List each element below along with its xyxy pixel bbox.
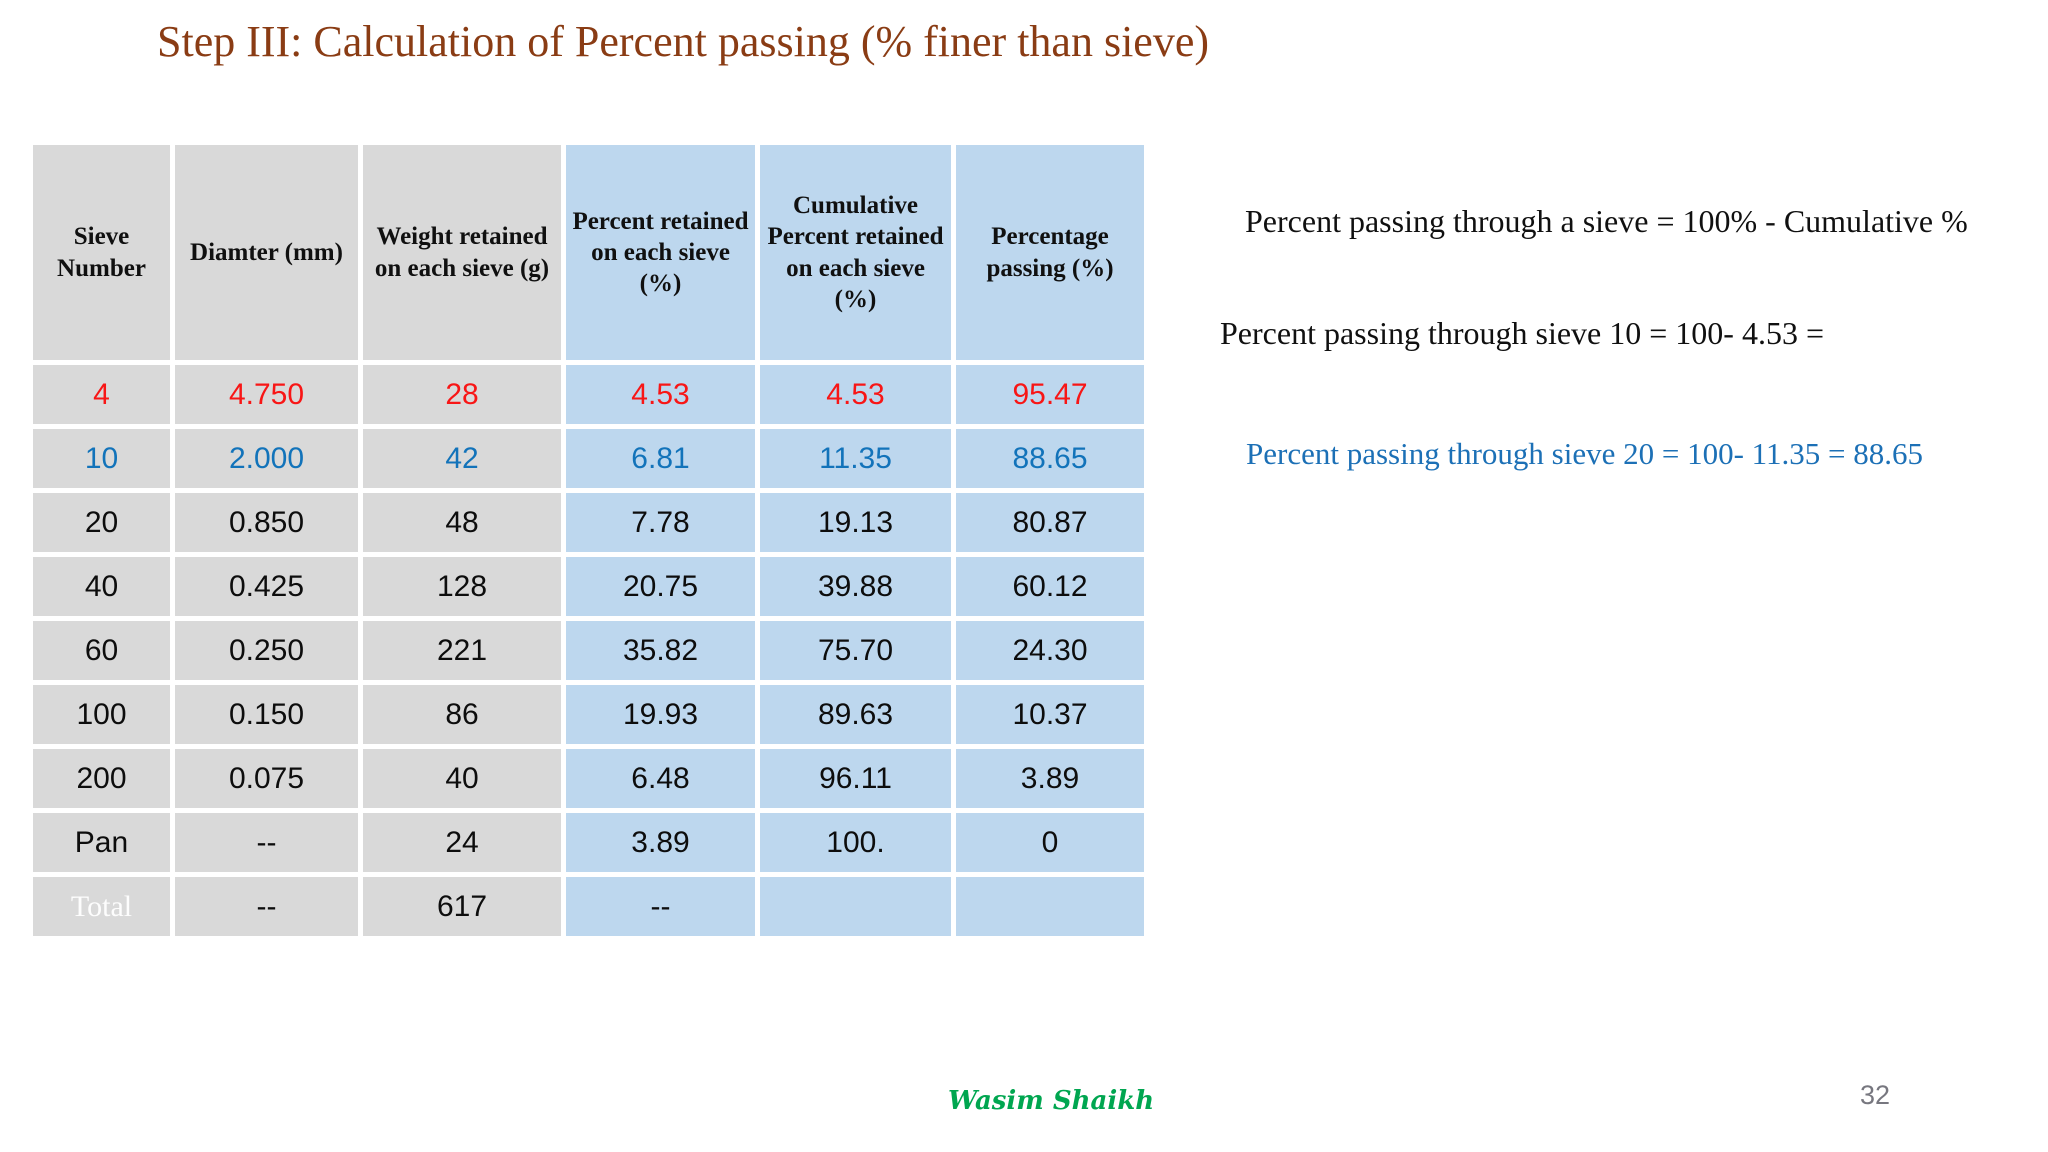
table-cell: 19.93: [566, 685, 755, 744]
table-row: Pan -- 24 3.89 100. 0: [33, 813, 1144, 872]
table-cell: 6.48: [566, 749, 755, 808]
table-cell: 617: [363, 877, 561, 936]
table-cell: 6.81: [566, 429, 755, 488]
table-cell: 48: [363, 493, 561, 552]
column-header: Sieve Number: [33, 145, 170, 360]
table-cell: 221: [363, 621, 561, 680]
column-header: Percent retained on each sieve (%): [566, 145, 755, 360]
table-cell: 3.89: [956, 749, 1144, 808]
table-cell: --: [175, 877, 358, 936]
table-header: Sieve Number Diamter (mm) Weight retained …: [33, 145, 1144, 360]
header-row: Sieve Number Diamter (mm) Weight retained …: [33, 145, 1144, 360]
table-cell: Total: [33, 877, 170, 936]
table-cell: 100.: [760, 813, 951, 872]
table-row: 100 0.150 86 19.93 89.63 10.37: [33, 685, 1144, 744]
author-signature: Wasim Shaikh: [948, 1086, 1155, 1116]
table-cell: 10.37: [956, 685, 1144, 744]
table-cell: 0.425: [175, 557, 358, 616]
table-cell: [760, 877, 951, 936]
table-cell: --: [175, 813, 358, 872]
column-header: Diamter (mm): [175, 145, 358, 360]
table-cell: 28: [363, 365, 561, 424]
table-cell: 4.53: [760, 365, 951, 424]
note-sieve-10-example: Percent passing through sieve 10 = 100- …: [1220, 315, 1824, 351]
table-cell: 42: [363, 429, 561, 488]
column-header: Cumulative Percent retained on each siev…: [760, 145, 951, 360]
table-cell: 7.78: [566, 493, 755, 552]
table-cell: 95.47: [956, 365, 1144, 424]
table-cell: 20: [33, 493, 170, 552]
table-cell: 96.11: [760, 749, 951, 808]
table-cell: 4: [33, 365, 170, 424]
table-cell: 4.750: [175, 365, 358, 424]
table-row: 60 0.250 221 35.82 75.70 24.30: [33, 621, 1144, 680]
table-cell: 11.35: [760, 429, 951, 488]
table-cell: Pan: [33, 813, 170, 872]
table-cell: 80.87: [956, 493, 1144, 552]
table-cell: 3.89: [566, 813, 755, 872]
table-cell: 100: [33, 685, 170, 744]
table-row: 200 0.075 40 6.48 96.11 3.89: [33, 749, 1144, 808]
table-cell: 200: [33, 749, 170, 808]
column-header: Weight retained on each sieve (g): [363, 145, 561, 360]
page-number: 32: [1860, 1080, 1891, 1110]
table-cell: 20.75: [566, 557, 755, 616]
table-row: Total -- 617 --: [33, 877, 1144, 936]
slide-title: Step III: Calculation of Percent passing…: [157, 17, 1210, 66]
table-row: 4 4.750 28 4.53 4.53 95.47: [33, 365, 1144, 424]
table-cell: 0.150: [175, 685, 358, 744]
table-cell: [956, 877, 1144, 936]
table-cell: 35.82: [566, 621, 755, 680]
table-cell: 4.53: [566, 365, 755, 424]
table-row: 10 2.000 42 6.81 11.35 88.65: [33, 429, 1144, 488]
table-body: 4 4.750 28 4.53 4.53 95.47 10 2.000 42 6.81 11.35 8…: [33, 365, 1144, 936]
table-cell: 24.30: [956, 621, 1144, 680]
table-cell: 24: [363, 813, 561, 872]
table-row: 20 0.850 48 7.78 19.13 80.87: [33, 493, 1144, 552]
table-cell: 2.000: [175, 429, 358, 488]
table-cell: 0.850: [175, 493, 358, 552]
table-cell: 86: [363, 685, 561, 744]
table-cell: 88.65: [956, 429, 1144, 488]
sieve-analysis-table: Sieve Number Diamter (mm) Weight retained …: [28, 140, 1149, 941]
table-cell: --: [566, 877, 755, 936]
table-cell: 75.70: [760, 621, 951, 680]
table-cell: 40: [363, 749, 561, 808]
note-percent-passing-formula: Percent passing through a sieve = 100% -…: [1245, 203, 1968, 239]
table-cell: 19.13: [760, 493, 951, 552]
table-cell: 39.88: [760, 557, 951, 616]
table-row: 40 0.425 128 20.75 39.88 60.12: [33, 557, 1144, 616]
note-sieve-20-example: Percent passing through sieve 20 = 100- …: [1246, 436, 1923, 471]
table-cell: 128: [363, 557, 561, 616]
column-header: Percentage passing (%): [956, 145, 1144, 360]
table-cell: 10: [33, 429, 170, 488]
table-cell: 60: [33, 621, 170, 680]
table-cell: 60.12: [956, 557, 1144, 616]
table-cell: 0.075: [175, 749, 358, 808]
table-cell: 40: [33, 557, 170, 616]
table-cell: 0: [956, 813, 1144, 872]
table-cell: 89.63: [760, 685, 951, 744]
table-cell: 0.250: [175, 621, 358, 680]
